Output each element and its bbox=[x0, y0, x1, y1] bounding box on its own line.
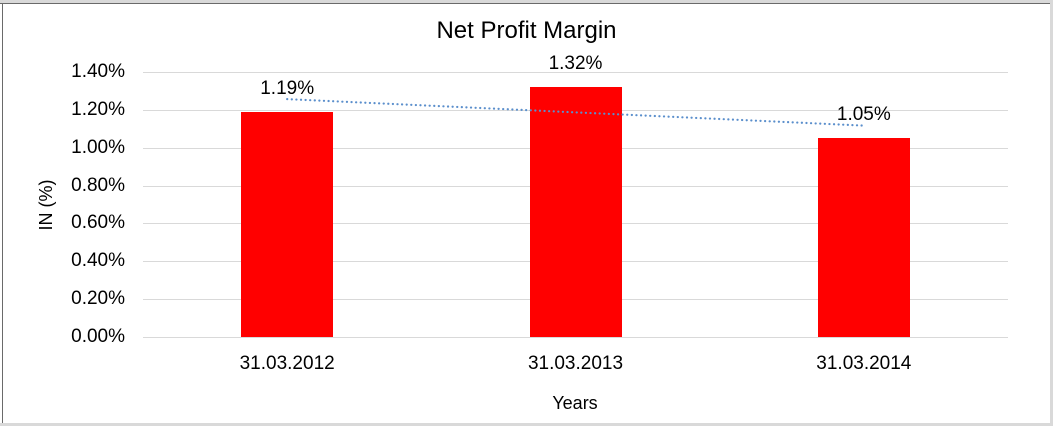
x-axis-title: Years bbox=[552, 393, 598, 413]
frame-border-right-light bbox=[1050, 0, 1053, 426]
frame-border-left-dark bbox=[2, 4, 3, 423]
y-tick-label: 0.80% bbox=[71, 174, 125, 196]
y-tick-label: 0.20% bbox=[71, 288, 125, 310]
trendline bbox=[286, 98, 865, 127]
frame-border-bottom-light bbox=[0, 423, 1053, 426]
y-tick-label: 1.20% bbox=[71, 98, 125, 120]
x-tick-label: 31.03.2013 bbox=[527, 353, 624, 374]
trendline-dotted bbox=[286, 98, 865, 127]
bar-31.03.2012 bbox=[241, 111, 334, 337]
chart-title: Net Profit Margin bbox=[436, 17, 617, 44]
plot-area: 1.19% 1.32% 1.05% bbox=[143, 53, 1008, 338]
data-label: 1.32% bbox=[548, 53, 603, 75]
data-labels-layer: 1.19% 1.32% 1.05% bbox=[143, 53, 1008, 337]
data-label: 1.19% bbox=[260, 77, 315, 99]
x-tick-label: 31.03.2012 bbox=[239, 353, 335, 374]
gridline bbox=[143, 337, 1008, 338]
y-tick-label: 0.60% bbox=[71, 212, 125, 234]
y-tick-label: 1.00% bbox=[71, 136, 125, 158]
x-tick-label: 31.03.2014 bbox=[816, 353, 912, 374]
y-tick-label: 0.40% bbox=[71, 250, 125, 272]
bars-layer bbox=[143, 72, 1008, 337]
bar-31.03.2014 bbox=[817, 138, 910, 337]
frame-border-top-dark bbox=[0, 3, 1053, 4]
y-tick-label: 0.00% bbox=[71, 326, 125, 347]
y-tick-label: 1.40% bbox=[71, 61, 125, 82]
data-label: 1.05% bbox=[836, 104, 891, 126]
bar-31.03.2013 bbox=[529, 87, 622, 337]
frame-border-top-light bbox=[0, 0, 1053, 3]
gridline bbox=[143, 72, 1008, 73]
